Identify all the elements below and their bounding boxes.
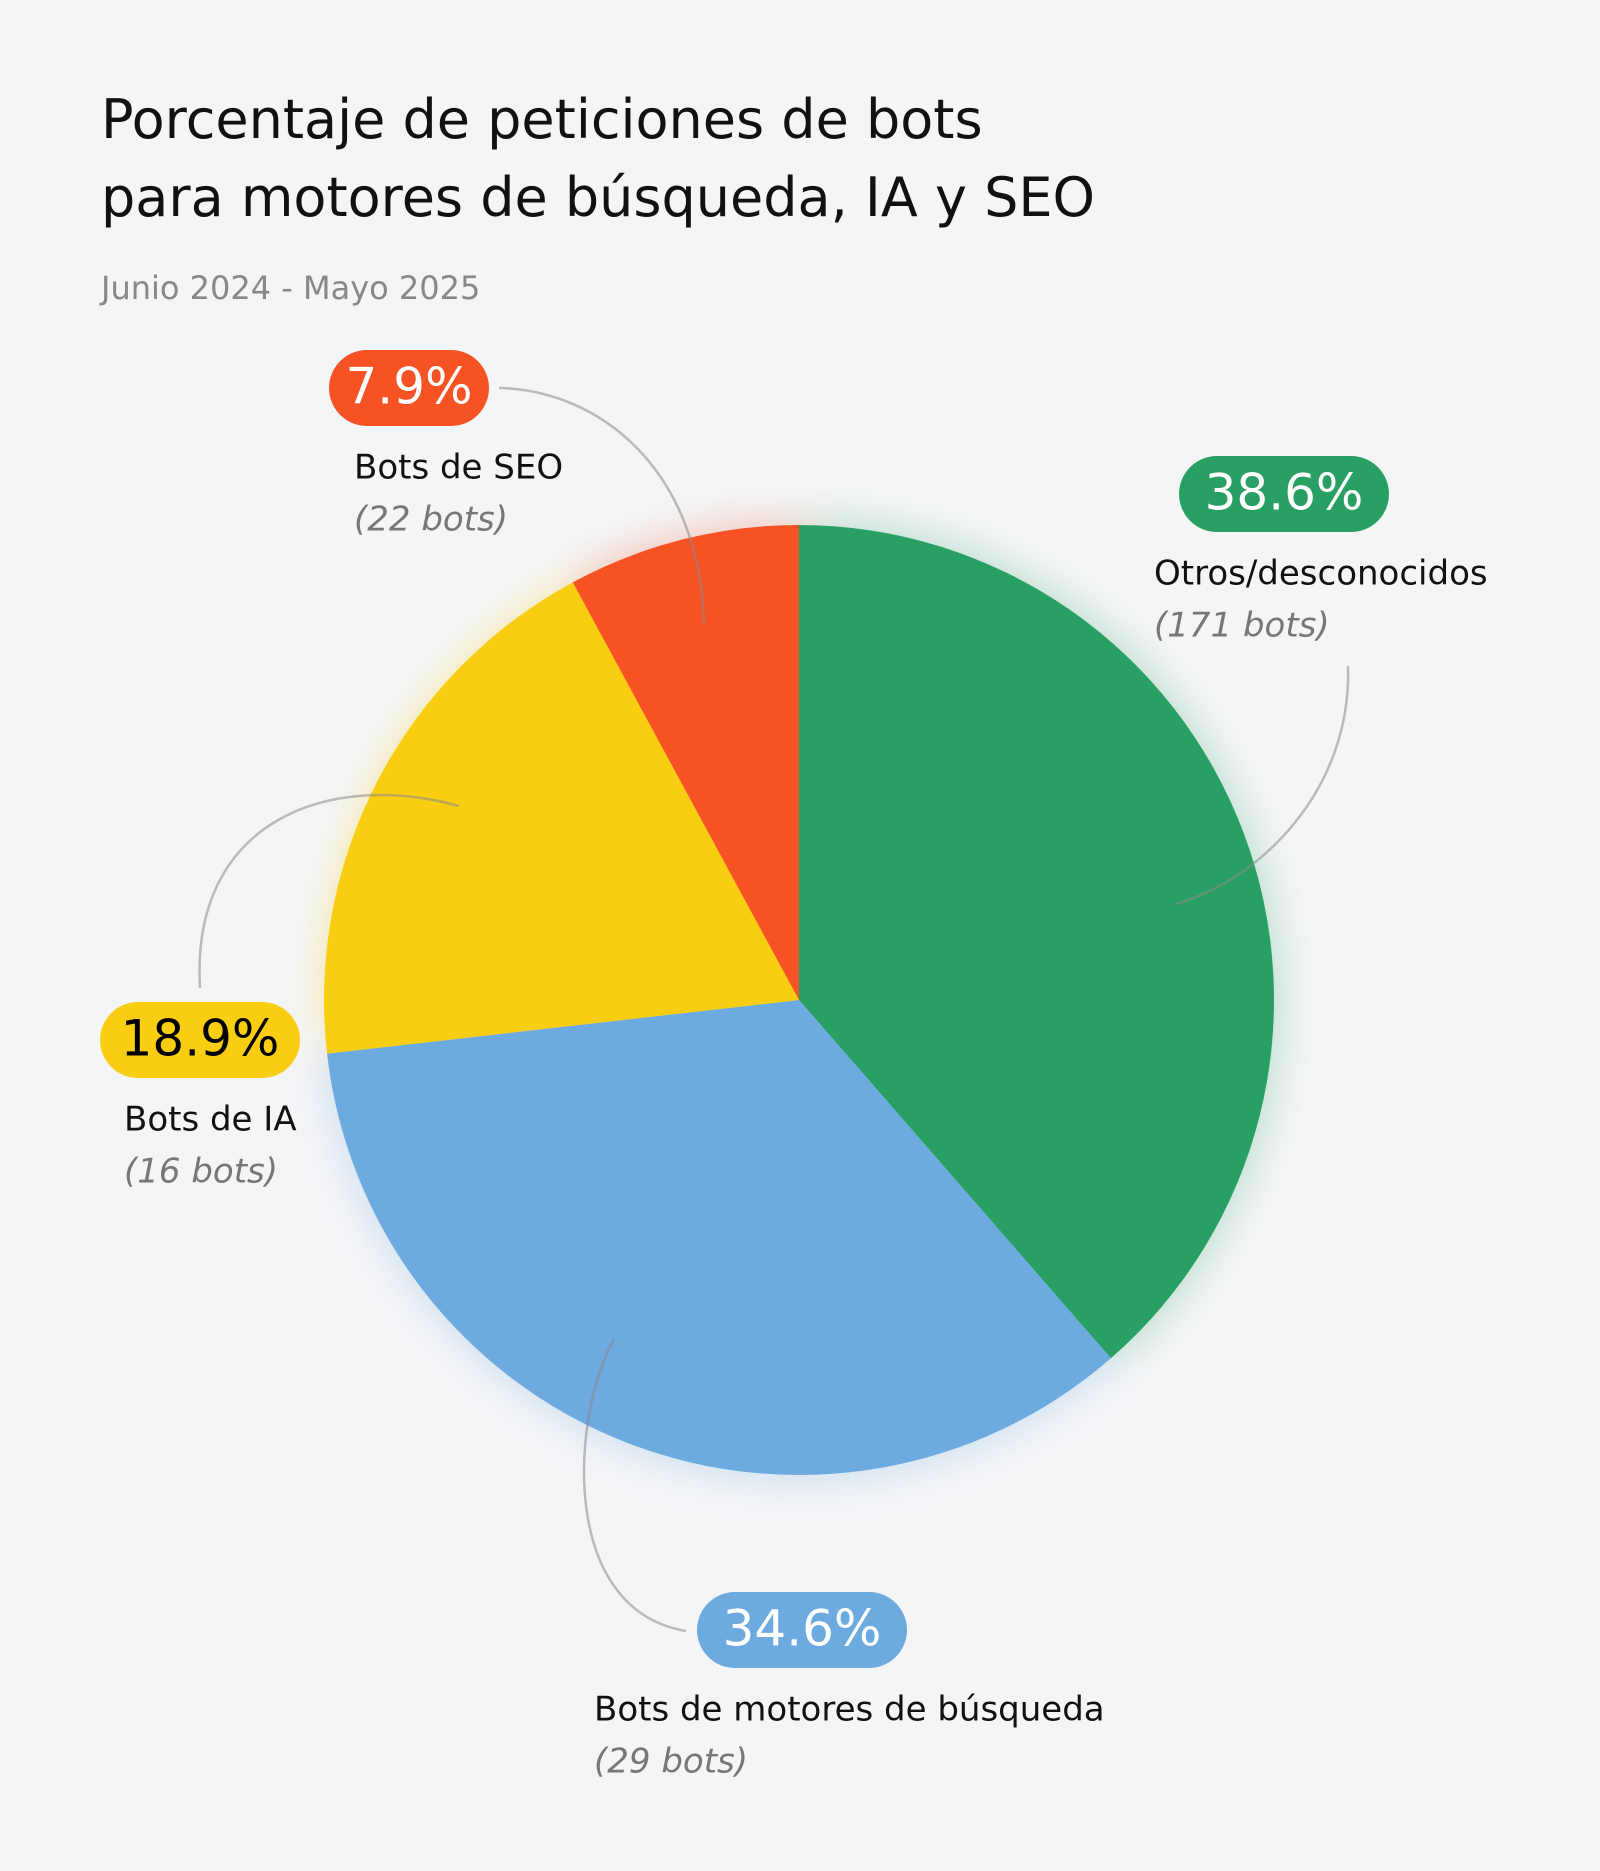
value-badge <box>329 350 489 426</box>
value-label: 38.6% <box>1205 464 1364 522</box>
title-line: Porcentaje de peticiones de bots <box>101 88 983 151</box>
pie-slice <box>572 525 799 1000</box>
detail-label: (22 bots) <box>354 500 508 540</box>
category-label: Otros/desconocidos <box>1154 554 1488 594</box>
pie-slice <box>324 582 799 1054</box>
connector <box>498 386 706 625</box>
detail-label: (29 bots) <box>594 1742 748 1782</box>
value-badge <box>697 1592 907 1668</box>
value-label: 34.6% <box>723 1600 882 1658</box>
pie-slice <box>327 1000 1111 1475</box>
category-label: Bots de IA <box>124 1100 297 1140</box>
pie-slice <box>799 525 1274 1359</box>
category-label: Bots de SEO <box>354 448 563 488</box>
detail-label: (171 bots) <box>1154 606 1330 646</box>
title-line: para motores de búsqueda, IA y SEO <box>101 166 1095 229</box>
value-badge <box>1179 456 1389 532</box>
category-label: Bots de motores de búsqueda <box>594 1690 1105 1730</box>
value-badge <box>100 1002 300 1078</box>
value-label: 7.9% <box>345 358 472 416</box>
connector <box>582 1338 687 1633</box>
detail-label: (16 bots) <box>124 1152 278 1192</box>
value-label: 18.9% <box>121 1010 280 1068</box>
chart-title: Porcentaje de peticiones de bots para mot… <box>101 88 1095 229</box>
connector <box>1175 665 1350 906</box>
connector <box>198 793 460 989</box>
chart-subtitle: Junio 2024 - Mayo 2025 <box>99 269 480 307</box>
